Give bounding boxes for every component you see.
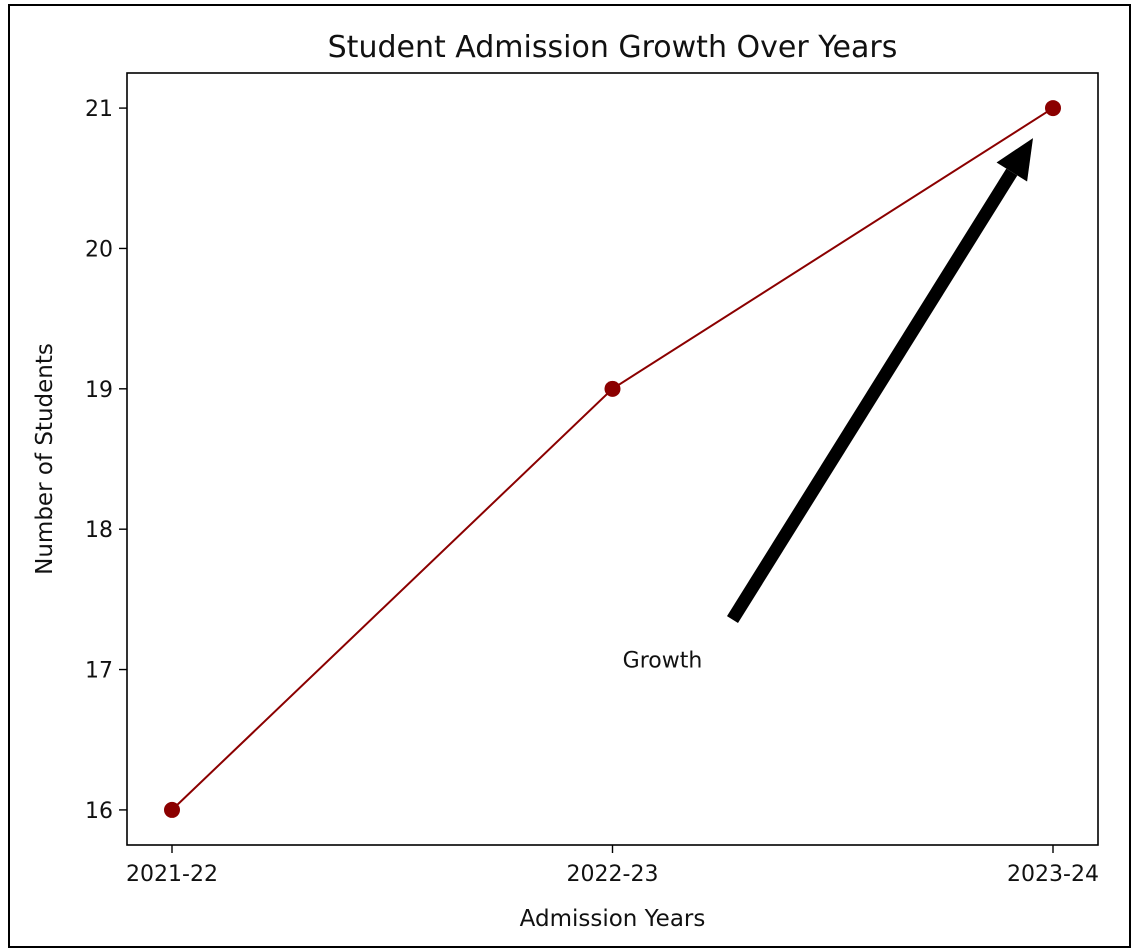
y-tick-label: 20 — [85, 237, 113, 262]
annotation-arrow-shaft — [726, 168, 1018, 623]
data-point — [604, 380, 621, 397]
x-axis-label: Admission Years — [520, 906, 706, 932]
annotation-text: Growth — [623, 649, 703, 674]
series-layer — [164, 100, 1061, 818]
plot-area — [126, 72, 1099, 846]
annotation-layer: Growth — [623, 138, 1033, 674]
x-tick-label: 2022-23 — [567, 862, 659, 887]
chart-frame — [8, 4, 1131, 948]
y-tick-label: 19 — [85, 378, 113, 403]
x-tick-label: 2021-22 — [126, 862, 218, 887]
data-point — [1045, 100, 1061, 117]
y-axis-label: Number of Students — [32, 343, 58, 575]
y-tick-label: 18 — [85, 518, 113, 543]
series-line — [171, 107, 1054, 811]
y-tick-label: 21 — [85, 97, 113, 122]
y-tick-label: 17 — [85, 659, 113, 684]
data-point — [164, 801, 180, 818]
x-axis-ticks: 2021-22 2022-23 2023-24 — [126, 845, 1099, 887]
chart-title: Student Admission Growth Over Years — [328, 30, 898, 65]
y-axis-ticks: 16 17 18 19 20 21 — [85, 97, 127, 824]
x-tick-label: 2023-24 — [1007, 862, 1099, 887]
annotation-arrow-head — [996, 138, 1033, 182]
y-tick-label: 16 — [85, 799, 113, 824]
